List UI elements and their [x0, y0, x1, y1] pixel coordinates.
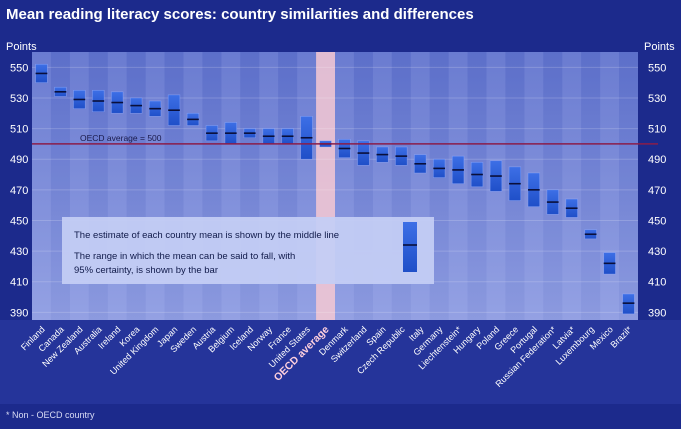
y-tick-label: 390	[648, 307, 666, 319]
column-stripe	[429, 52, 449, 320]
column-stripe	[619, 52, 638, 320]
column-stripe	[562, 52, 582, 320]
y-tick-label: 530	[10, 93, 28, 105]
y-axis-title-right: Points	[644, 41, 675, 53]
y-tick-label: 430	[648, 246, 666, 258]
y-tick-label: 490	[648, 154, 666, 166]
legend-bar-sample	[403, 222, 417, 272]
column-stripe	[543, 52, 563, 320]
y-tick-label: 410	[10, 277, 28, 289]
y-axis-title-left: Points	[6, 41, 37, 53]
column-stripe	[448, 52, 468, 320]
x-label-panel	[0, 320, 681, 404]
column-stripe	[581, 52, 601, 320]
y-tick-label: 390	[10, 307, 28, 319]
legend-box	[62, 217, 434, 284]
y-tick-label: 510	[10, 124, 28, 136]
legend-line1: The estimate of each country mean is sho…	[74, 230, 339, 241]
y-tick-label: 450	[10, 215, 28, 227]
column-stripe	[600, 52, 620, 320]
y-tick-label: 550	[10, 62, 28, 74]
footnote: * Non - OECD country	[6, 410, 95, 420]
y-tick-label: 510	[648, 124, 666, 136]
y-tick-label: 410	[648, 277, 666, 289]
y-tick-label: 470	[648, 185, 666, 197]
reference-line-label: OECD average = 500	[80, 133, 162, 143]
y-tick-label: 490	[10, 154, 28, 166]
y-tick-label: 550	[648, 62, 666, 74]
chart-title: Mean reading literacy scores: country si…	[6, 6, 474, 23]
legend-line2-cont: 95% certainty, is shown by the bar	[74, 265, 218, 276]
column-stripe	[32, 52, 51, 320]
legend-line2: The range in which the mean can be said …	[74, 251, 295, 262]
y-tick-label: 430	[10, 246, 28, 258]
y-tick-label: 470	[10, 185, 28, 197]
y-tick-label: 530	[648, 93, 666, 105]
y-tick-label: 450	[648, 215, 666, 227]
